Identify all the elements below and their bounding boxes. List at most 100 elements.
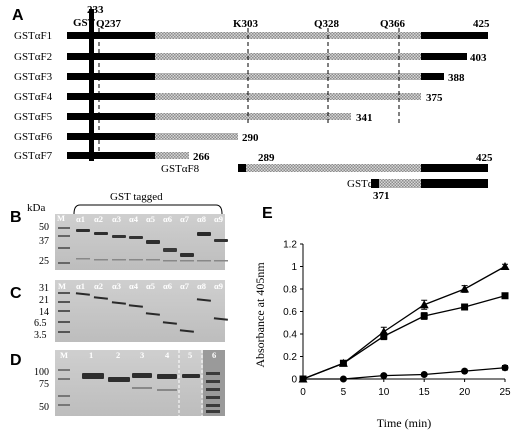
lane-label: α1	[76, 214, 85, 224]
mw-100: 100	[34, 367, 49, 378]
gst-band	[214, 260, 228, 262]
data-point-square	[380, 332, 388, 340]
series-line	[302, 265, 506, 380]
data-point-triangle	[500, 262, 510, 270]
gel-b-lane-labels: M α1 α2 α3 α4 α5 α6 α7 α8 α9	[57, 213, 223, 224]
f8-start: 289	[258, 152, 275, 164]
chart-e: 0 0.2 0.4 0.6 0.8 1 1.2 0 5 10 15 20 25	[283, 240, 511, 399]
lane-label: α7	[180, 281, 190, 291]
gel-c-bands	[58, 292, 228, 333]
data-point-triangle	[460, 284, 470, 293]
lane-label: α6	[163, 281, 172, 291]
gel-b-bands	[58, 227, 228, 264]
marker-band	[58, 395, 70, 397]
data-point-square	[420, 312, 428, 320]
construct-name: GSTαF7	[14, 150, 53, 162]
black-segment	[67, 53, 155, 60]
lane-label: 4	[165, 350, 170, 360]
protein-band	[132, 373, 152, 378]
construct-end: 341	[356, 112, 373, 124]
f8-end: 425	[476, 152, 493, 164]
black-segment	[421, 73, 444, 80]
lane-label: α7	[180, 214, 190, 224]
residue-425-top-label: 425	[473, 18, 490, 30]
construct-f4: GSTαF4 375	[14, 91, 443, 104]
hatched-segment	[379, 179, 421, 188]
construct-end: 266	[193, 151, 210, 163]
data-point-circle	[501, 364, 509, 372]
x-tick-label: 10	[378, 387, 390, 398]
data-point-circle	[461, 367, 469, 375]
data-point-square	[339, 359, 347, 367]
ladder-band	[206, 380, 220, 383]
x-tick-label: 15	[419, 387, 431, 398]
hatched-segment	[155, 32, 421, 39]
marker-band	[58, 292, 70, 294]
x-tick-label: 5	[341, 387, 347, 398]
black-segment	[67, 73, 155, 80]
black-segment	[67, 93, 155, 100]
lane-label: 6	[212, 350, 216, 360]
lane-marker: M	[57, 213, 65, 223]
marker-band	[58, 262, 70, 264]
gst-boundary-line	[89, 9, 94, 161]
mw-75: 75	[39, 379, 49, 390]
protein-band	[145, 312, 160, 316]
panel-e-label: E	[262, 205, 273, 222]
hatched-segment	[155, 133, 238, 140]
black-segment	[238, 164, 246, 172]
gst-band	[112, 259, 126, 261]
series-line	[302, 295, 506, 380]
construct-name: GSTαF5	[14, 111, 53, 123]
data-point-square	[501, 292, 509, 300]
black-segment	[67, 113, 155, 120]
panel-a: A 233 GST Q237 K303 Q328 Q366 425 GSTαF1…	[12, 4, 493, 202]
x-tick-label: 0	[300, 387, 306, 398]
gst-tagged-label: GST tagged	[110, 191, 163, 203]
black-segment	[67, 133, 155, 140]
y-tick-label: 0.2	[283, 352, 297, 363]
data-point-circle	[339, 375, 347, 383]
construct-end: 290	[242, 132, 259, 144]
panel-a-label: A	[12, 7, 24, 24]
q328-label: Q328	[314, 18, 340, 30]
protein-band	[146, 240, 160, 244]
construct-name: GSTαF6	[14, 131, 53, 143]
lane-label: α5	[146, 214, 155, 224]
black-segment	[421, 164, 488, 172]
construct-end: 403	[470, 52, 487, 64]
lane-label: α3	[112, 281, 121, 291]
kda-label: kDa	[27, 202, 45, 214]
gel-c	[55, 280, 225, 342]
data-point-circle	[420, 371, 428, 378]
ladder-band	[206, 410, 220, 413]
lane-label: α1	[76, 281, 85, 291]
lane-label: α6	[163, 214, 172, 224]
marker-band	[58, 369, 70, 371]
lane-marker: M	[60, 350, 68, 360]
mw-6-5: 6.5	[34, 318, 47, 329]
lane-label: α8	[197, 214, 206, 224]
protein-band	[94, 232, 108, 235]
y-tick-label: 1	[291, 262, 297, 273]
panel-d: D 100 75 50 M 1 2 3 4 5 6	[10, 350, 225, 416]
mw-25: 25	[39, 256, 49, 267]
data-point-square	[461, 303, 469, 311]
y-tick-label: 0.8	[283, 285, 297, 296]
gel-c-lane-labels: M α1 α2 α3 α4 α5 α6 α7 α8 α9	[58, 281, 223, 291]
lane-marker: M	[58, 281, 66, 291]
hatched-segment	[246, 164, 421, 172]
marker-band	[58, 227, 70, 229]
protein-band	[180, 253, 194, 257]
data-point-triangle	[419, 300, 429, 309]
lane-label: 3	[140, 350, 144, 360]
construct-f7: GSTαF7 266	[14, 150, 210, 163]
ladder-band	[206, 404, 220, 407]
x-axis-label: Time (min)	[377, 416, 432, 430]
gst-band	[94, 259, 108, 261]
protein-band	[112, 235, 126, 238]
q366-label: Q366	[380, 18, 406, 30]
construct-f1: GSTαF1	[14, 30, 488, 42]
protein-band	[197, 232, 211, 236]
protein-band	[108, 377, 130, 382]
